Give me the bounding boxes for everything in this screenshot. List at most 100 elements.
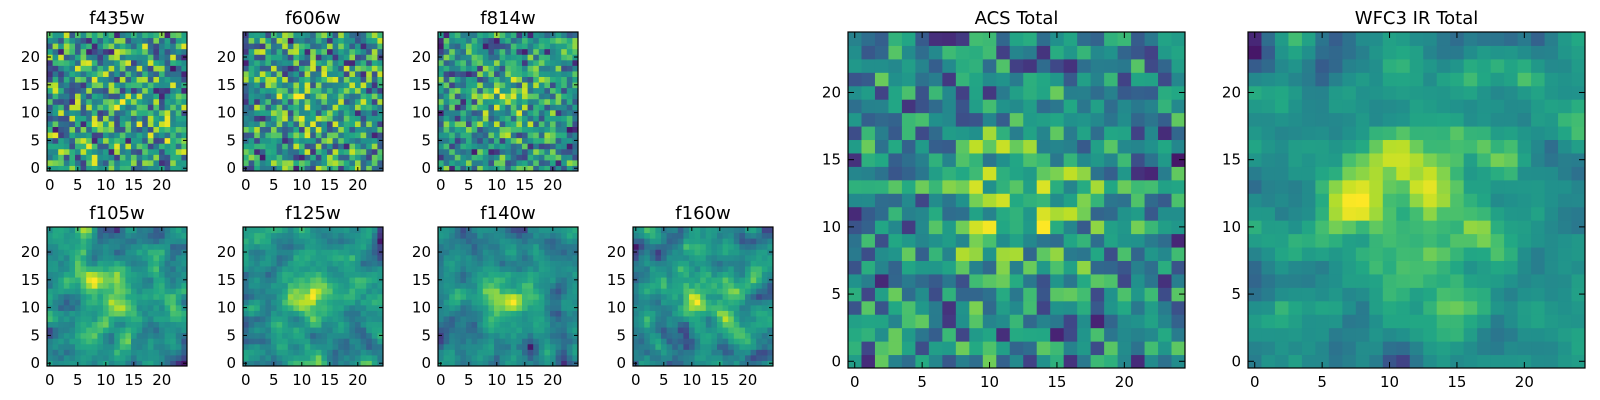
heatmap-cell (153, 137, 160, 144)
heatmap-cell (982, 152, 997, 167)
heatmap-cell (633, 299, 640, 306)
heatmap-cell (561, 82, 568, 89)
heatmap-cell (1158, 179, 1173, 194)
heatmap-cell (550, 126, 557, 133)
heatmap-cell (304, 227, 311, 234)
heatmap-cell (371, 159, 378, 166)
heatmap-cell (175, 54, 182, 61)
heatmap-cell (371, 227, 378, 234)
heatmap-cell (271, 338, 278, 345)
heatmap-cell (761, 332, 768, 339)
heatmap-cell (848, 354, 862, 369)
heatmap-cell (315, 310, 322, 317)
heatmap-cell (527, 254, 534, 261)
heatmap-cell (750, 232, 757, 239)
heatmap-cell (108, 70, 115, 77)
heatmap-cell (482, 120, 489, 128)
heatmap-cell (97, 271, 104, 278)
heatmap-cell (243, 148, 250, 155)
heatmap-cell (661, 332, 668, 339)
heatmap-cell (170, 120, 177, 128)
heatmap-cell (661, 327, 668, 334)
heatmap-cell (1050, 300, 1065, 315)
heatmap-cell (271, 265, 278, 272)
heatmap-cell (170, 354, 177, 361)
heatmap-cell (47, 310, 54, 317)
heatmap-cell (131, 349, 138, 356)
heatmap-cell (349, 159, 356, 166)
heatmap-cell (377, 143, 384, 150)
heatmap-cell (47, 76, 54, 83)
heatmap-cell (982, 233, 997, 248)
heatmap-cell (293, 315, 300, 323)
heatmap-cell (739, 271, 746, 278)
heatmap-cell (136, 282, 143, 289)
heatmap-cell (683, 310, 690, 317)
heatmap-cell (550, 48, 557, 55)
heatmap-cell (544, 338, 551, 345)
heatmap-cell (52, 120, 59, 128)
heatmap-cell (310, 354, 317, 361)
heatmap-cell (282, 43, 289, 50)
heatmap-cell (1023, 260, 1038, 275)
heatmap-cell (282, 87, 289, 94)
heatmap-cell (538, 143, 545, 150)
heatmap-cell (147, 115, 154, 122)
heatmap-cell (443, 104, 450, 111)
heatmap-cell (47, 70, 54, 77)
heatmap-cell (544, 93, 551, 100)
heatmap-cell (164, 332, 171, 339)
heatmap-cell (505, 126, 512, 133)
heatmap-cell (170, 332, 177, 339)
heatmap-cell (63, 260, 70, 267)
heatmap-cell (499, 115, 506, 122)
heatmap-cell (1009, 233, 1024, 248)
heatmap-cell (332, 126, 339, 133)
heatmap-cell (750, 343, 757, 350)
heatmap-cell (1063, 327, 1078, 342)
heatmap-cell (555, 299, 562, 306)
heatmap-cell (672, 321, 679, 328)
heatmap-cell (644, 349, 651, 356)
heatmap-cell (254, 104, 261, 111)
heatmap-cell (888, 152, 903, 167)
heatmap-cell (271, 109, 278, 116)
heatmap-cell (181, 70, 188, 77)
heatmap-cell (722, 338, 729, 345)
heatmap-cell (733, 354, 740, 361)
heatmap-cell (655, 282, 662, 289)
heatmap-cell (499, 148, 506, 155)
heatmap-cell (649, 354, 656, 361)
heatmap-cell (248, 332, 255, 339)
heatmap-cell (689, 349, 696, 356)
heatmap-cell (477, 82, 484, 89)
heatmap-cell (254, 82, 261, 89)
heatmap-cell (248, 310, 255, 317)
heatmap-cell (304, 132, 311, 139)
heatmap-cell (75, 304, 82, 311)
heatmap-cell (265, 137, 272, 144)
heatmap-cell (315, 227, 322, 234)
heatmap-cell (310, 37, 317, 44)
heatmap-cell (327, 260, 334, 267)
heatmap-cell (510, 54, 517, 61)
heatmap-cell (304, 349, 311, 356)
heatmap-cell (243, 310, 250, 317)
heatmap-cell (566, 132, 573, 139)
heatmap-cell (103, 76, 110, 83)
heatmap-cell (52, 327, 59, 334)
heatmap-cell (360, 76, 367, 83)
heatmap-cell (533, 154, 540, 161)
heatmap-cell (108, 260, 115, 267)
heatmap-cell (63, 282, 70, 289)
heatmap-cell (694, 265, 701, 272)
heatmap-cell (672, 232, 679, 239)
heatmap-cell (349, 93, 356, 100)
heatmap-cell (259, 304, 266, 311)
heatmap-cell (265, 120, 272, 128)
heatmap-cell (321, 82, 328, 89)
heatmap-cell (147, 304, 154, 311)
heatmap-cell (550, 109, 557, 116)
heatmap-cell (52, 349, 59, 356)
